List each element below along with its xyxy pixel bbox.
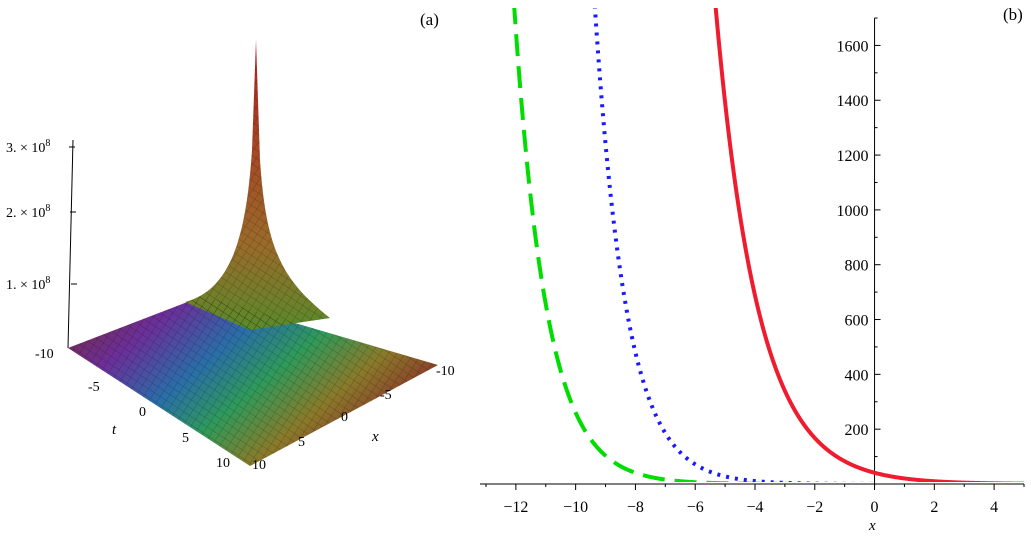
panel-b-series (512, 8, 1024, 482)
x-tick-label: -10 (436, 364, 455, 379)
series-line-red-solid (713, 8, 1024, 482)
surface-mesh (68, 296, 438, 466)
panel-a-surface-plot: (a) 3. × 108 2. × 108 1. × 108 -10 -5 0 … (6, 10, 455, 473)
x-tick-label: 10 (252, 458, 266, 473)
x-tick-label: 5 (298, 435, 305, 450)
series-line-green-dashed (512, 8, 1024, 482)
panel-b-x-axis-label: x (868, 518, 876, 534)
x-tick-label: 0 (341, 410, 348, 425)
y-tick-label: 800 (845, 258, 869, 275)
x-tick-label: −4 (746, 499, 763, 516)
t-tick-label: 10 (216, 456, 230, 471)
t-tick-label: 5 (182, 431, 189, 446)
t-tick-label: -10 (35, 347, 54, 362)
x-tick-label: 4 (990, 499, 998, 516)
y-tick-label: 600 (845, 313, 869, 330)
z-tick-label-3e8: 3. × 108 (6, 138, 50, 156)
z-tick-label-2e8: 2. × 108 (6, 203, 50, 221)
t-tick-label: 0 (139, 405, 146, 420)
panel-b-label: (b) (1003, 5, 1023, 24)
panel-b-axes: −12 −10 −8 −6 −4 −2 0 2 4 200 400 600 800 1000 1200 140… (480, 17, 1025, 516)
x-tick-label: −6 (687, 499, 704, 516)
x-tick-label: -5 (380, 388, 392, 403)
x-tick-label: 0 (871, 499, 879, 516)
y-tick-label: 1000 (837, 203, 869, 220)
x-tick-label: −12 (503, 499, 528, 516)
z-axis (67, 139, 74, 349)
y-tick-label: 200 (845, 422, 869, 439)
y-tick-label: 1400 (837, 93, 869, 110)
spike-mesh (185, 40, 330, 330)
y-tick-label: 1200 (837, 148, 869, 165)
panel-b-line-chart: (b) −12 −10 −8 −6 −4 −2 0 2 4 200 400 600 800 1000 120… (480, 5, 1025, 534)
x-tick-label: 2 (930, 499, 938, 516)
x-tick-label: −10 (563, 499, 588, 516)
y-tick-label: 400 (845, 367, 869, 384)
t-tick-label: -5 (88, 380, 100, 395)
t-axis-label: t (112, 422, 117, 438)
x-axis-label: x (371, 429, 379, 445)
x-tick-label: −2 (806, 499, 823, 516)
panel-a-label: (a) (420, 10, 439, 29)
series-line-blue-dotted (592, 8, 1024, 482)
y-tick-label: 1600 (837, 38, 869, 55)
z-tick-label-1e8: 1. × 108 (6, 275, 50, 293)
x-tick-label: −8 (627, 499, 644, 516)
